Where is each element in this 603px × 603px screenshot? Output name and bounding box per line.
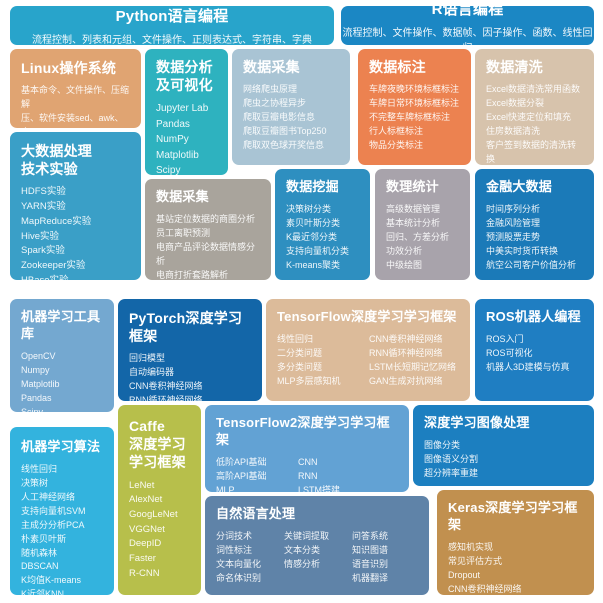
card-pytorch[interactable]: PyTorch深度学习框架 回归模型 自动编码器 CNN卷积神经网络 RNN循环… <box>118 299 262 401</box>
card-item-columns: 分词技术 词性标注 文本向量化 命名体识别 关键词提取 文本分类 情感分析 问答… <box>216 530 418 586</box>
card-items: 高级数据管理 基本统计分析 回归、方差分析 功效分析 中级绘图 <box>386 203 450 270</box>
card-nlp[interactable]: 自然语言处理 分词技术 词性标注 文本向量化 命名体识别 关键词提取 文本分类 … <box>205 496 429 595</box>
card-title: 数理统计 <box>386 179 439 194</box>
card-bigdata-exp[interactable]: 大数据处理 技术实验 HDFS实验 YARN实验 MapReduce实验 Hiv… <box>10 132 141 280</box>
card-math-statistics[interactable]: 数理统计 高级数据管理 基本统计分析 回归、方差分析 功效分析 中级绘图 <box>375 169 470 280</box>
card-dl-image[interactable]: 深度学习图像处理 图像分类 图像语义分割 超分辨率重建 <box>413 405 594 486</box>
card-items: 图像分类 图像语义分割 超分辨率重建 <box>424 439 479 478</box>
card-items: ROS入门 ROS可视化 机器人3D建模与仿真 <box>486 333 570 372</box>
card-title: 数据分析 及可视化 <box>156 59 213 94</box>
card-title: TensorFlow2深度学习学习框架 <box>216 415 390 447</box>
card-title: R语言编程 <box>431 6 504 18</box>
card-ml-toolkits[interactable]: 机器学习工具库 OpenCV Numpy Matplotlib Pandas S… <box>10 299 114 412</box>
card-items-col-3: 问答系统 知识图谱 语音识别 机器翻译 <box>352 530 389 583</box>
card-ml-algorithms[interactable]: 机器学习算法 线性回归 决策树 人工神经网络 支持向量机SVM 主成分分析PCA… <box>10 427 114 595</box>
card-title: 数据清洗 <box>486 59 543 75</box>
card-items: 时间序列分析 金融风险管理 预测股票走势 中美实时货币转换 航空公司客户价值分析 <box>486 203 577 270</box>
card-items: Jupyter Lab Pandas NumPy Matplotlib Scip… <box>156 103 209 175</box>
card-keras[interactable]: Keras深度学习学习框架 感知机实现 常见评估方式 Dropout CNN卷积… <box>437 490 594 595</box>
card-items-col-1: 线性回归 二分类问题 多分类问题 MLP多层感知机 <box>277 333 341 386</box>
card-title: 自然语言处理 <box>216 506 296 521</box>
card-title: 机器学习算法 <box>21 439 101 454</box>
card-title: TensorFlow深度学习学习框架 <box>277 309 457 324</box>
card-items: 基站定位数据的商圈分析 员工离职预测 电商产品评论数据情感分析 电商打折套路解析 <box>156 213 256 280</box>
card-items: 线性回归 决策树 人工神经网络 支持向量机SVM 主成分分析PCA 朴素贝叶斯 … <box>21 463 86 595</box>
card-title: 大数据处理 技术实验 <box>21 143 92 178</box>
card-items: OpenCV Numpy Matplotlib Pandas Scipy Dli… <box>21 350 60 412</box>
card-r[interactable]: R语言编程 流程控制、文件操作、数据帧、因子操作、函数、线性回归 <box>341 6 594 45</box>
card-item-columns: 线性回归 二分类问题 多分类问题 MLP多层感知机 CNN卷积神经网络 RNN循… <box>277 333 459 389</box>
card-data-collection-web[interactable]: 数据采集 网络爬虫原理 爬虫之协程异步 爬取豆瓣电影信息 爬取豆瓣图书Top25… <box>232 49 350 165</box>
card-tensorflow2[interactable]: TensorFlow2深度学习学习框架 低阶API基础 高阶API基础 MLP … <box>205 405 409 492</box>
card-items: 回归模型 自动编码器 CNN卷积神经网络 RNN循环神经网络 <box>129 353 203 401</box>
card-title: Keras深度学习学习框架 <box>448 500 578 532</box>
card-data-cleaning[interactable]: 数据清洗 Excel数据清洗常用函数 Excel数据分裂 Excel快速定位和填… <box>475 49 594 165</box>
card-items: LeNet AlexNet GoogLeNet VGGNet DeepID Fa… <box>129 479 178 579</box>
card-title: 深度学习图像处理 <box>424 415 530 430</box>
card-items: 车牌夜晚环境标框标注 车牌日常环境标框标注 不完整车牌标框标注 行人标框标注 物… <box>369 84 460 150</box>
card-title: Caffe 深度学习 学习框架 <box>129 418 186 471</box>
card-items: HDFS实验 YARN实验 MapReduce实验 Hive实验 Spark实验… <box>21 186 92 280</box>
card-title: Linux操作系统 <box>21 60 117 76</box>
card-items-col-2: 关键词提取 文本分类 情感分析 <box>284 530 330 569</box>
card-data-annotation[interactable]: 数据标注 车牌夜晚环境标框标注 车牌日常环境标框标注 不完整车牌标框标注 行人标… <box>358 49 471 165</box>
card-items-col-2: CNN RNN LSTM搭建 <box>298 456 341 492</box>
card-data-mining[interactable]: 数据挖掘 决策树分类 素贝叶斯分类 K最近邻分类 支持向量机分类 K-means… <box>275 169 370 280</box>
card-subtitle: 流程控制、列表和元组、文件操作、正则表达式、字符串、字典 <box>32 35 312 45</box>
card-title: Python语言编程 <box>115 8 229 25</box>
card-items: Excel数据清洗常用函数 Excel数据分裂 Excel快速定位和填充 住房数… <box>486 84 581 164</box>
card-items: 网络爬虫原理 爬虫之协程异步 爬取豆瓣电影信息 爬取豆瓣图书Top250 爬取双… <box>243 84 327 150</box>
card-python[interactable]: Python语言编程 流程控制、列表和元组、文件操作、正则表达式、字符串、字典 <box>10 6 334 45</box>
card-items: 决策树分类 素贝叶斯分类 K最近邻分类 支持向量机分类 K-means聚类 <box>286 203 350 270</box>
card-items: 基本命令、文件操作、压缩解 压、软件安装sed、awk、文 本编辑器vi、gre… <box>21 85 130 128</box>
card-title: ROS机器人编程 <box>486 309 581 324</box>
card-title: 机器学习工具库 <box>21 309 101 341</box>
card-title: 数据采集 <box>156 189 209 204</box>
card-ros[interactable]: ROS机器人编程 ROS入门 ROS可视化 机器人3D建模与仿真 <box>475 299 594 401</box>
card-items-col-1: 分词技术 词性标注 文本向量化 命名体识别 <box>216 530 262 583</box>
card-subtitle: 流程控制、文件操作、数据帧、因子操作、函数、线性回归 <box>342 27 593 46</box>
card-items: 感知机实现 常见评估方式 Dropout CNN卷积神经网络 RNN循环神经网络 <box>448 541 522 594</box>
card-data-analysis-viz[interactable]: 数据分析 及可视化 Jupyter Lab Pandas NumPy Matpl… <box>145 49 228 175</box>
card-items-col-1: 低阶API基础 高阶API基础 MLP <box>216 456 267 492</box>
card-item-columns: 低阶API基础 高阶API基础 MLP CNN RNN LSTM搭建 <box>216 456 398 492</box>
card-linux[interactable]: Linux操作系统 基本命令、文件操作、压缩解 压、软件安装sed、awk、文 … <box>10 49 141 128</box>
card-title: 数据挖掘 <box>286 179 339 194</box>
card-caffe[interactable]: Caffe 深度学习 学习框架 LeNet AlexNet GoogLeNet … <box>118 405 201 595</box>
card-items-col-2: CNN卷积神经网络 RNN循环神经网络 LSTM长短期记忆网络 GAN生成对抗网… <box>369 333 457 386</box>
card-title: 金融大数据 <box>486 179 553 194</box>
card-title: 数据采集 <box>243 59 300 75</box>
card-title: 数据标注 <box>369 59 426 75</box>
card-finance-bigdata[interactable]: 金融大数据 时间序列分析 金融风险管理 预测股票走势 中美实时货币转换 航空公司… <box>475 169 594 280</box>
card-title: PyTorch深度学习框架 <box>129 310 243 345</box>
card-tensorflow[interactable]: TensorFlow深度学习学习框架 线性回归 二分类问题 多分类问题 MLP多… <box>266 299 470 401</box>
card-data-collection-cases[interactable]: 数据采集 基站定位数据的商圈分析 员工离职预测 电商产品评论数据情感分析 电商打… <box>145 179 271 280</box>
